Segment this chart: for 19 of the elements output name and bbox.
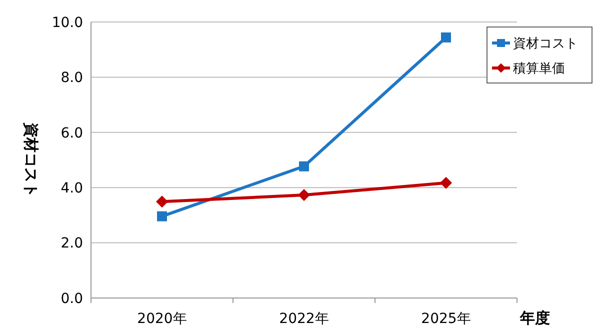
point <box>441 32 451 42</box>
y-axis-title: 資材コスト <box>22 122 40 198</box>
point <box>298 189 310 202</box>
y-tick-label: 0.0 <box>60 290 83 307</box>
point <box>156 196 168 208</box>
y-tick-label: 4.0 <box>60 180 83 196</box>
x-tick-label: 2020年 <box>137 311 187 327</box>
x-tick-label: 2025年 <box>421 311 471 327</box>
y-tick-label: 8.0 <box>60 70 83 86</box>
point <box>299 161 309 172</box>
y-tick-label: 2.0 <box>60 236 83 252</box>
y-tick-label: 10.0 <box>52 14 83 31</box>
x-axis-title: 年度 <box>519 309 550 327</box>
x-tick-label: 2022年 <box>279 311 329 327</box>
point <box>440 176 452 189</box>
point <box>157 211 167 222</box>
legend-label: 積算単価 <box>513 62 565 77</box>
y-tick-label: 6.0 <box>60 125 83 142</box>
legend-label: 資材コスト <box>513 36 578 52</box>
